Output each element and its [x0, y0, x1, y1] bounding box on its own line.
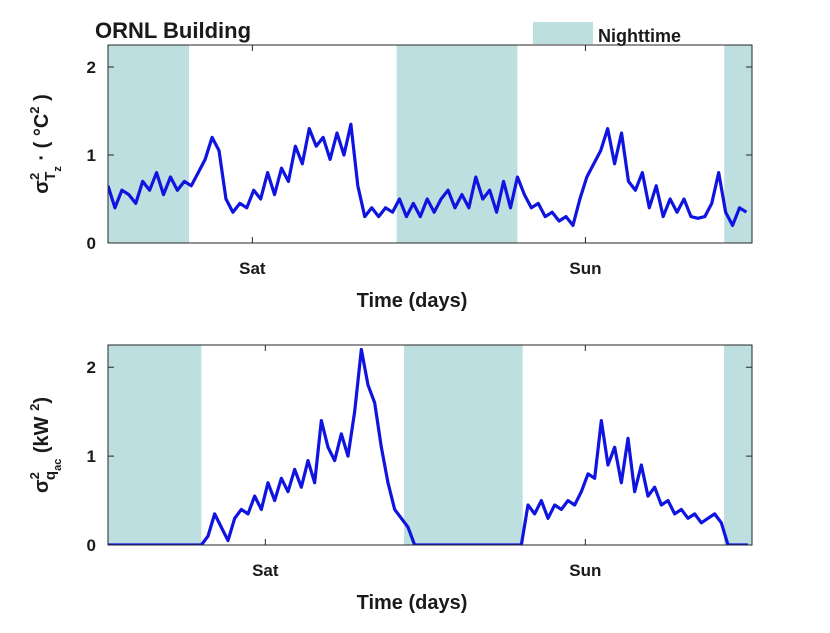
data-line [108, 347, 748, 545]
y-axis-label-part: z [52, 166, 64, 172]
night-band [396, 45, 518, 243]
night-band [108, 345, 202, 545]
legend-label: Nighttime [598, 26, 681, 46]
y-tick-label: 1 [87, 447, 96, 466]
x-tick-label: Sat [239, 259, 266, 278]
y-axis-label-part: 2 [27, 472, 42, 479]
plot-area [108, 345, 752, 545]
y-axis-label-part: 2 [27, 173, 42, 180]
plot-area [108, 45, 752, 243]
x-tick-label: Sun [569, 259, 601, 278]
y-axis-label-part: ) [31, 94, 53, 106]
y-tick-label: 2 [87, 358, 96, 377]
axes-box [107, 344, 753, 546]
y-tick-label: 1 [87, 146, 96, 165]
night-band [108, 45, 190, 243]
x-axis-label: Time (days) [357, 290, 468, 312]
y-axis-label-part: 2 [27, 404, 42, 411]
x-tick-label: Sat [252, 561, 279, 580]
chart-title: ORNL Building [95, 18, 251, 43]
y-axis-label-part: q [42, 471, 59, 480]
y-axis-label-part: 2 [27, 106, 42, 113]
axes-box [107, 44, 753, 244]
y-tick-label: 2 [87, 58, 96, 77]
y-axis-label: σ2qac (kW 2) [27, 397, 64, 493]
y-axis-label-part: (kW [31, 411, 53, 459]
y-axis-label-part: ac [52, 459, 64, 471]
night-band [404, 345, 523, 545]
x-axis-label: Time (days) [357, 592, 468, 614]
x-tick-label: Sun [569, 561, 601, 580]
y-tick-label: 0 [87, 536, 96, 555]
y-axis-label: σ2Tz · ( °C2 ) [27, 94, 64, 193]
y-axis-label-part: · ( °C [31, 114, 53, 166]
data-line [108, 122, 748, 227]
legend-swatch [533, 22, 593, 44]
y-axis-label-part: T [42, 172, 59, 181]
y-tick-label: 0 [87, 234, 96, 253]
y-axis-label-part: ) [31, 397, 53, 404]
y-axis-label-part: σ [31, 180, 53, 194]
night-band [724, 345, 752, 545]
y-axis-label-part: σ [31, 479, 53, 493]
